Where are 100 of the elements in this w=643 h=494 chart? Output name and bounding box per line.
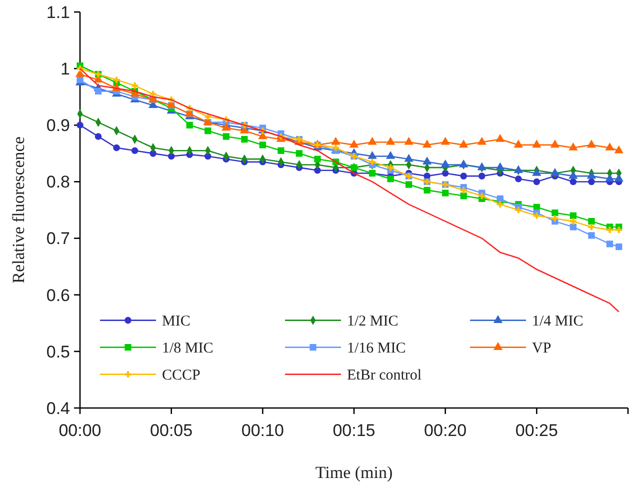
legend-label: CCCP — [162, 368, 200, 384]
point — [422, 140, 432, 148]
y-tick-label: 0.7 — [46, 229, 70, 248]
point — [424, 172, 430, 180]
point — [616, 226, 622, 233]
point — [514, 140, 523, 148]
point — [186, 122, 193, 128]
point — [496, 195, 504, 202]
point — [113, 76, 120, 84]
legend-label: 1/4 MIC — [532, 314, 584, 330]
point — [332, 144, 339, 151]
point — [424, 186, 430, 194]
y-tick-label: 0.5 — [46, 342, 70, 362]
point — [460, 192, 467, 200]
point — [478, 192, 486, 200]
point — [496, 201, 504, 208]
x-tick-label: 00:00 — [58, 421, 102, 440]
point — [477, 136, 486, 145]
y-axis-title: Relative fluorescence — [9, 136, 28, 284]
point — [496, 134, 505, 142]
x-tick-label: 00:10 — [241, 421, 284, 440]
point — [331, 136, 340, 145]
point — [533, 178, 540, 186]
point — [515, 206, 522, 214]
point — [422, 156, 432, 165]
point — [222, 122, 231, 131]
point — [459, 140, 468, 148]
point — [131, 147, 138, 154]
point — [570, 178, 577, 186]
point — [532, 140, 542, 148]
point — [605, 142, 614, 150]
point — [586, 140, 596, 148]
x-tick-label: 00:05 — [150, 421, 193, 440]
point — [534, 212, 540, 219]
point — [278, 147, 284, 154]
legend-label: VP — [532, 340, 552, 357]
point — [570, 212, 577, 219]
point — [404, 154, 414, 162]
point — [442, 190, 449, 196]
x-axis-title: Time (min) — [315, 463, 393, 482]
y-tick-label: 0.4 — [46, 398, 70, 418]
point — [296, 150, 303, 157]
point — [605, 174, 614, 182]
point — [460, 172, 467, 180]
legend-label: MIC — [162, 314, 190, 330]
legend-label: 1/16 MIC — [347, 340, 406, 357]
point — [614, 145, 624, 154]
y-tick-label: 0.9 — [46, 116, 70, 136]
point — [404, 136, 414, 145]
point — [588, 224, 595, 230]
x-tick-label: 00:20 — [424, 421, 467, 440]
point — [606, 240, 614, 248]
x-tick-label: 00:15 — [332, 421, 376, 440]
y-tick-label: 0.8 — [46, 172, 70, 192]
point — [222, 133, 230, 140]
y-tick-label: 0.6 — [46, 286, 70, 305]
point — [552, 215, 558, 222]
point — [76, 122, 84, 129]
point — [496, 162, 505, 170]
point — [515, 176, 522, 182]
point — [150, 150, 156, 157]
point — [314, 156, 321, 162]
point — [368, 150, 377, 159]
point — [588, 218, 595, 225]
point — [570, 218, 576, 224]
point — [614, 174, 624, 182]
point — [386, 150, 396, 159]
point — [259, 142, 266, 148]
point — [586, 170, 596, 179]
point — [442, 170, 449, 177]
point — [241, 136, 248, 143]
point — [405, 181, 412, 188]
point — [478, 172, 486, 180]
point — [588, 232, 595, 239]
point — [460, 187, 467, 194]
legend-label: 1/2 MIC — [347, 314, 398, 330]
point — [94, 88, 102, 95]
point — [113, 144, 120, 152]
point — [616, 243, 622, 250]
legend-label: 1/8 MIC — [162, 340, 214, 357]
point — [368, 136, 377, 145]
point — [168, 152, 175, 160]
point — [552, 210, 558, 216]
point — [570, 224, 577, 230]
legend-label: EtBr control — [347, 368, 422, 384]
point — [387, 176, 394, 182]
point — [568, 142, 578, 150]
point — [568, 170, 578, 179]
point — [132, 82, 138, 89]
x-tick-label: 00:25 — [515, 421, 558, 440]
point — [606, 226, 613, 233]
y-tick-label: 1 — [60, 60, 70, 79]
point — [349, 140, 359, 148]
point — [440, 159, 450, 168]
point — [387, 164, 394, 171]
point — [588, 178, 595, 186]
point — [204, 114, 212, 120]
point — [94, 133, 102, 140]
point — [550, 140, 560, 148]
point — [386, 136, 396, 145]
